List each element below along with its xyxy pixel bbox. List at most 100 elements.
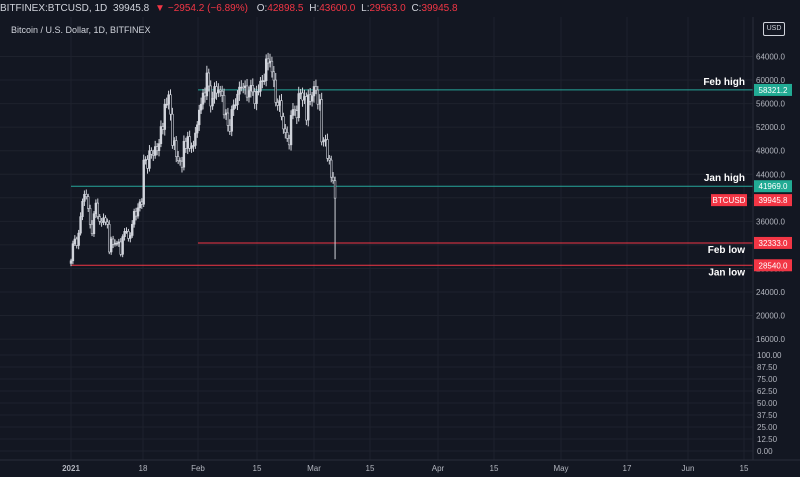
scale-tick-label: 62.50 — [757, 387, 778, 396]
candle — [207, 68, 210, 92]
time-tick-label: Feb — [191, 464, 205, 473]
candle — [211, 91, 214, 110]
candle — [251, 78, 254, 96]
level-annotation: Feb low — [708, 245, 745, 256]
candle — [238, 81, 241, 101]
candle — [322, 137, 325, 147]
candle — [106, 218, 109, 229]
time-tick-label: 2021 — [62, 464, 80, 473]
candle — [148, 145, 151, 172]
candle — [111, 235, 115, 249]
candle — [190, 142, 193, 153]
candle — [272, 66, 276, 88]
candle — [220, 85, 224, 103]
scale-tick-label: 25.00 — [757, 423, 778, 432]
candle — [136, 203, 140, 219]
level-annotation: Jan high — [704, 173, 745, 184]
candle — [83, 190, 86, 206]
candle — [263, 73, 266, 85]
time-tick-label: Jun — [682, 464, 695, 473]
change-value: ▼ −2954.2 (−6.89%) — [154, 3, 248, 14]
candle — [96, 198, 99, 220]
candle — [85, 189, 88, 200]
time-tick-label: 17 — [623, 464, 632, 473]
candle — [314, 79, 318, 95]
candle — [331, 172, 335, 184]
time-tick-label: Mar — [307, 464, 321, 473]
close-value: 39945.8 — [421, 3, 458, 14]
candle — [138, 199, 142, 212]
level-price-label-bg — [754, 259, 792, 272]
candle — [320, 92, 323, 146]
level-price-label-bg — [754, 83, 792, 96]
candle — [201, 88, 205, 110]
candle — [230, 105, 233, 137]
candle — [219, 85, 222, 97]
candle — [289, 110, 293, 151]
candle — [255, 85, 258, 111]
candle — [79, 212, 82, 236]
scale-tick-label: 50.00 — [757, 399, 778, 408]
candle — [109, 236, 113, 255]
candle — [132, 208, 136, 228]
candle — [236, 90, 239, 111]
level-price-label-bg — [754, 236, 792, 249]
chart-grid — [0, 17, 753, 460]
price-tick-label: 44000.0 — [756, 170, 785, 179]
candle — [127, 228, 130, 242]
candle — [169, 89, 172, 121]
scale-tick-label: 100.00 — [757, 351, 782, 360]
level-price-label: 32333.0 — [759, 239, 788, 248]
candle — [297, 86, 300, 122]
candle — [209, 80, 212, 113]
candle — [307, 89, 310, 127]
candle — [163, 98, 166, 136]
candle — [194, 127, 197, 149]
candle — [69, 258, 73, 267]
open-value: 42898.5 — [267, 3, 304, 14]
candle — [274, 72, 277, 107]
symbol-label-bg — [711, 194, 747, 207]
level-annotation: Jan low — [708, 267, 745, 278]
candle — [159, 120, 163, 148]
symbol-label: BTCUSD — [713, 196, 746, 205]
candle — [257, 84, 260, 96]
candle — [286, 126, 289, 142]
last-price-label-bg — [754, 194, 792, 207]
candle — [305, 92, 308, 126]
candle — [264, 54, 268, 87]
level-price-label-bg — [754, 180, 792, 193]
candle — [123, 228, 126, 241]
price-tick-label: 36000.0 — [756, 217, 785, 226]
candle — [71, 240, 75, 265]
currency-badge[interactable]: USD — [763, 22, 785, 36]
candle — [312, 80, 316, 103]
price-tick-label: 16000.0 — [756, 335, 785, 344]
symbol-interval[interactable]: BITFINEX:BTCUSD, 1D — [0, 3, 108, 14]
candle — [199, 97, 203, 114]
time-tick-label: 15 — [490, 464, 499, 473]
symbol-header: BITFINEX:BTCUSD, 1D 39945.8 ▼ −2954.2 (−6… — [0, 0, 800, 17]
candle — [77, 229, 80, 250]
open-label: O: — [256, 3, 268, 14]
candle — [171, 107, 174, 149]
candles — [69, 52, 337, 267]
candle — [165, 97, 168, 109]
scale-tick-label: 75.00 — [757, 375, 778, 384]
price-axis-labels: 58321.2 41969.0 32333.0 28540.0 BTCUSD 39945.… — [711, 83, 792, 272]
candle — [222, 88, 226, 119]
candle — [108, 220, 111, 255]
candle — [104, 215, 107, 226]
candle — [259, 77, 262, 97]
scale-tick-label: 0.00 — [757, 447, 773, 456]
time-tick-label: 18 — [139, 464, 148, 473]
candle — [198, 104, 201, 131]
price-tick-label: 24000.0 — [756, 288, 785, 297]
candle — [293, 105, 297, 116]
candle — [88, 204, 92, 229]
time-tick-label: May — [553, 464, 568, 473]
time-tick-label: 15 — [366, 464, 375, 473]
level-price-label: 41969.0 — [759, 182, 788, 191]
time-tick-label: 15 — [253, 464, 262, 473]
